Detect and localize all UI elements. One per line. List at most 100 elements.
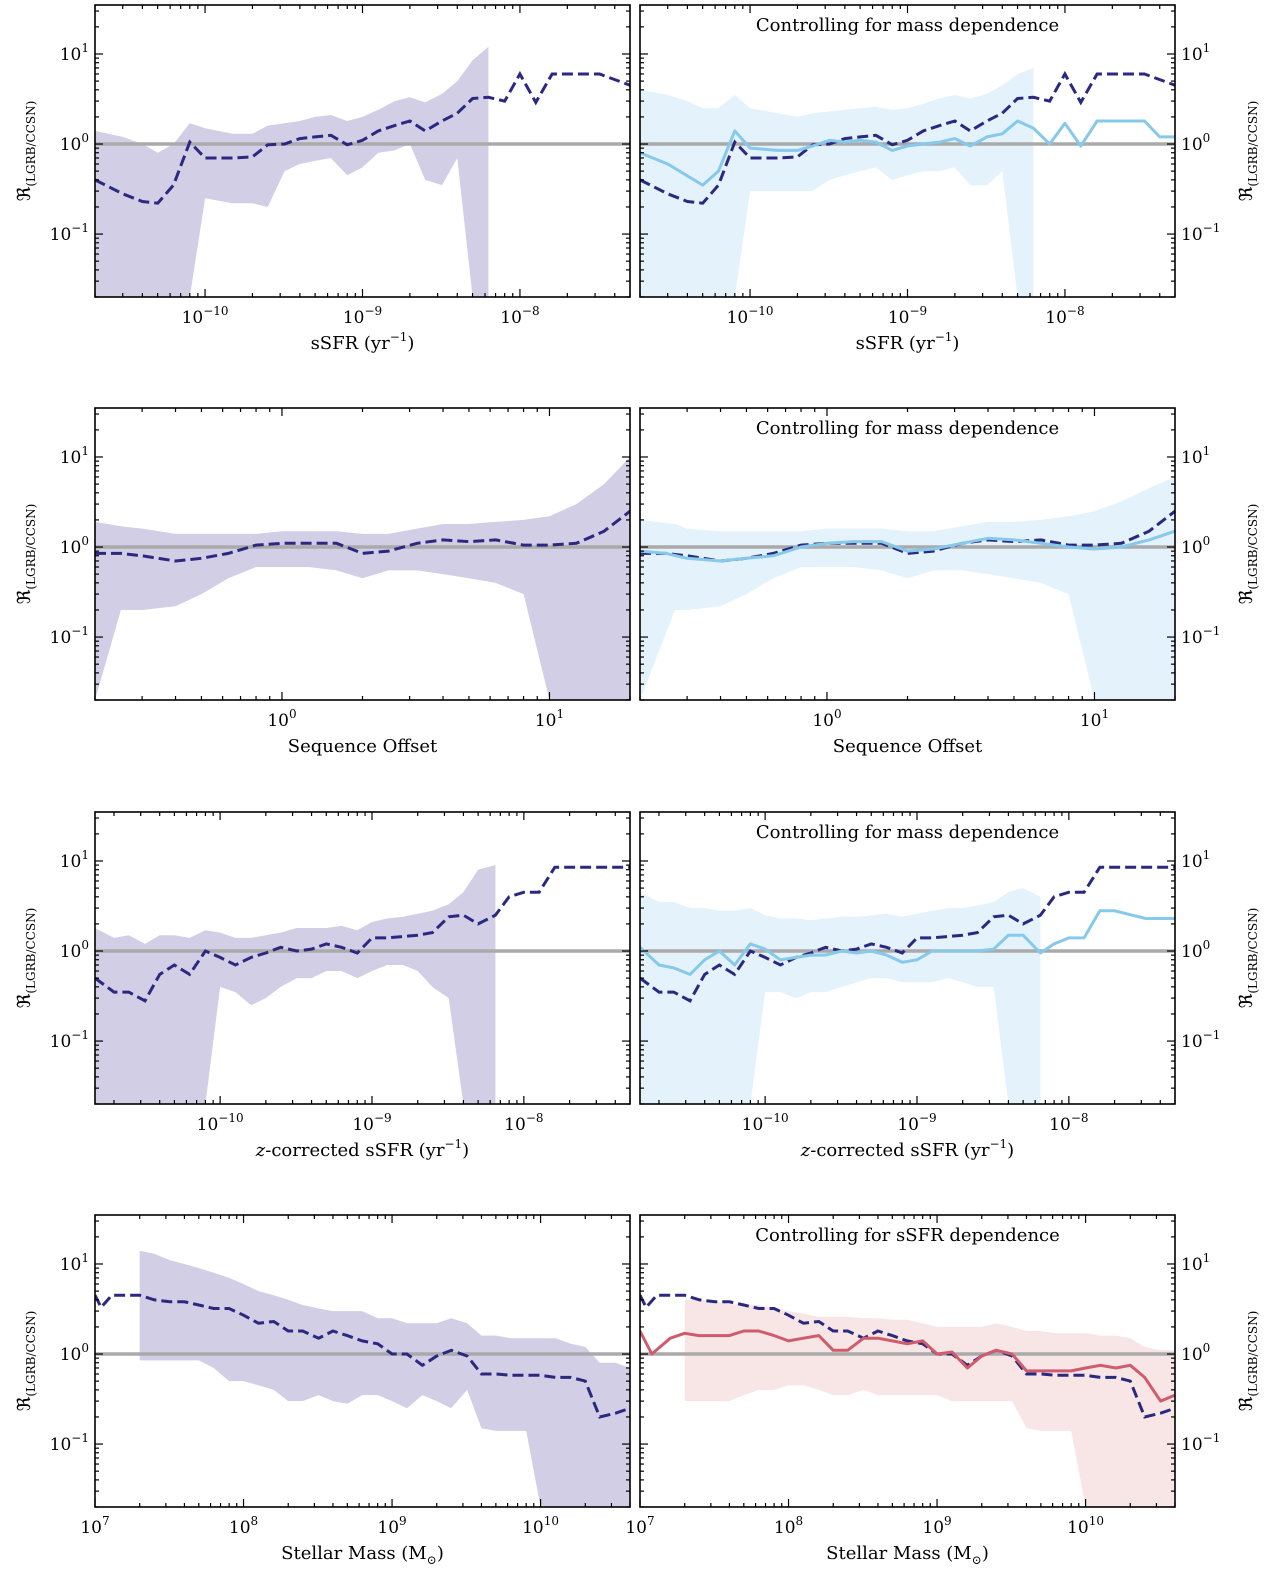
y-axis-label: ℜ(LGRB/CCSN) [1236, 908, 1260, 1009]
x-tick-label: 10−8 [1049, 1111, 1088, 1135]
dashed-series [95, 70, 630, 205]
y-tick-label: 101 [60, 1251, 89, 1275]
x-tick-label: 10−10 [727, 304, 774, 328]
y-tick-label: 101 [1181, 41, 1210, 65]
y-axis-label: ℜ(LGRB/CCSN) [14, 908, 38, 1009]
plot-area [95, 1250, 630, 1507]
y-tick-label: 100 [1181, 1341, 1210, 1365]
confidence-band [640, 888, 1041, 1104]
panel-zssfr-right: 10−10 10−9 10−8 10−1 100 101 z-corrected sSFR … [639, 811, 1260, 1161]
plot-frame [94, 811, 631, 1105]
y-axis-label: ℜ(LGRB/CCSN) [1236, 101, 1260, 202]
x-tick-label: 1010 [522, 1514, 559, 1538]
x-tick-label: 10−10 [197, 1111, 244, 1135]
x-axis-label: z-corrected sSFR (yr−1) [800, 1137, 1014, 1161]
x-tick-label: 108 [774, 1514, 803, 1538]
x-tick-label: 1010 [1067, 1514, 1104, 1538]
x-axis-label: Stellar Mass (M⊙) [281, 1543, 444, 1567]
x-tick-label: 10−8 [1045, 304, 1084, 328]
y-tick-label: 101 [60, 41, 89, 65]
plot-frame [639, 1214, 1176, 1508]
plot-area [95, 865, 630, 1104]
y-tick-label: 10−1 [50, 1028, 89, 1052]
dashed-series [95, 510, 630, 563]
x-axis-label: z-corrected sSFR (yr−1) [255, 1137, 469, 1161]
plot-area [95, 46, 630, 297]
panels: 10−10 10−9 10−8 10−1 100 101 sSFR (yr−1) ℜ(LGRB… [14, 4, 1260, 1567]
x-axis-label: Sequence Offset [288, 736, 438, 757]
panel-title: Controlling for mass dependence [756, 15, 1059, 36]
panel-title: Controlling for sSFR dependence [755, 1225, 1060, 1246]
confidence-band [139, 1250, 630, 1507]
confidence-band [95, 457, 630, 700]
plot-area [640, 67, 1175, 297]
y-tick-label: 101 [60, 848, 89, 872]
y-tick-label: 10−1 [1181, 1431, 1220, 1455]
x-tick-label: 100 [812, 707, 841, 731]
y-tick-label: 100 [60, 1341, 89, 1365]
x-tick-label: 109 [377, 1514, 406, 1538]
y-tick-label: 100 [60, 534, 89, 558]
panel-mass-left: 107 108 109 1010 10−1 100 101 Stellar Mass (M⊙)… [14, 1214, 631, 1567]
panel-ssfr-right: 10−10 10−9 10−8 10−1 100 101 sSFR (yr−1) ℜ(LGRB… [639, 4, 1260, 354]
dashed-series [95, 865, 630, 1003]
x-tick-label: 10−8 [504, 1111, 543, 1135]
panel-mass-right: 107 108 109 1010 10−1 100 101 Stellar Mass (M⊙)… [625, 1214, 1260, 1567]
panel-offset-right: 100 101 10−1 100 101 Sequence Offset ℜ(LGRB/CC… [639, 407, 1260, 757]
x-axis-label: sSFR (yr−1) [856, 330, 960, 354]
solid-series [640, 909, 1175, 976]
y-tick-label: 10−1 [50, 1431, 89, 1455]
x-tick-label: 10−9 [897, 1111, 936, 1135]
y-tick-label: 10−1 [1181, 624, 1220, 648]
x-axis-label: Stellar Mass (M⊙) [826, 1543, 989, 1567]
dashed-series [95, 1293, 630, 1419]
x-tick-label: 100 [267, 707, 296, 731]
dashed-series [640, 1293, 1175, 1419]
y-tick-label: 100 [1181, 534, 1210, 558]
dashed-series [640, 865, 1175, 1003]
panel-offset-left: 100 101 10−1 100 101 Sequence Offset ℜ(LGRB/CC… [14, 407, 631, 757]
solid-series [640, 119, 1175, 187]
plot-area [95, 457, 630, 700]
y-tick-label: 100 [1181, 938, 1210, 962]
x-tick-label: 101 [535, 707, 564, 731]
x-axis-label: sSFR (yr−1) [311, 330, 415, 354]
confidence-band [640, 67, 1034, 297]
y-axis-label: ℜ(LGRB/CCSN) [1236, 1311, 1260, 1412]
y-tick-label: 101 [1181, 444, 1210, 468]
confidence-band [95, 865, 496, 1104]
y-axis-label: ℜ(LGRB/CCSN) [14, 1311, 38, 1412]
plot-area [640, 477, 1175, 700]
x-tick-label: 10−8 [500, 304, 539, 328]
y-tick-label: 100 [60, 131, 89, 155]
x-tick-label: 108 [229, 1514, 258, 1538]
y-axis-label: ℜ(LGRB/CCSN) [14, 101, 38, 202]
panel-title: Controlling for mass dependence [756, 822, 1059, 843]
panel-title: Controlling for mass dependence [756, 418, 1059, 439]
x-tick-label: 10−9 [888, 304, 927, 328]
confidence-band [684, 1299, 1175, 1507]
plot-area [640, 865, 1175, 1104]
plot-frame [94, 1214, 631, 1508]
x-tick-label: 107 [625, 1514, 654, 1538]
solid-series [640, 529, 1175, 563]
x-tick-label: 109 [922, 1514, 951, 1538]
panel-ssfr-left: 10−10 10−9 10−8 10−1 100 101 sSFR (yr−1) ℜ(LGRB… [14, 4, 631, 354]
solid-series [640, 1329, 1175, 1403]
y-tick-label: 10−1 [50, 221, 89, 245]
y-tick-label: 10−1 [1181, 1028, 1220, 1052]
y-tick-label: 101 [1181, 1251, 1210, 1275]
plot-frame [639, 811, 1176, 1105]
y-tick-label: 10−1 [50, 624, 89, 648]
x-axis-label: Sequence Offset [833, 736, 983, 757]
x-tick-label: 107 [80, 1514, 109, 1538]
x-tick-label: 10−10 [742, 1111, 789, 1135]
panel-zssfr-left: 10−10 10−9 10−8 10−1 100 101 z-corrected sSFR … [14, 811, 631, 1161]
x-tick-label: 10−10 [182, 304, 229, 328]
y-axis-label: ℜ(LGRB/CCSN) [14, 504, 38, 605]
x-tick-label: 10−9 [352, 1111, 391, 1135]
dashed-series [640, 70, 1175, 205]
y-tick-label: 100 [1181, 131, 1210, 155]
confidence-band [95, 46, 489, 297]
